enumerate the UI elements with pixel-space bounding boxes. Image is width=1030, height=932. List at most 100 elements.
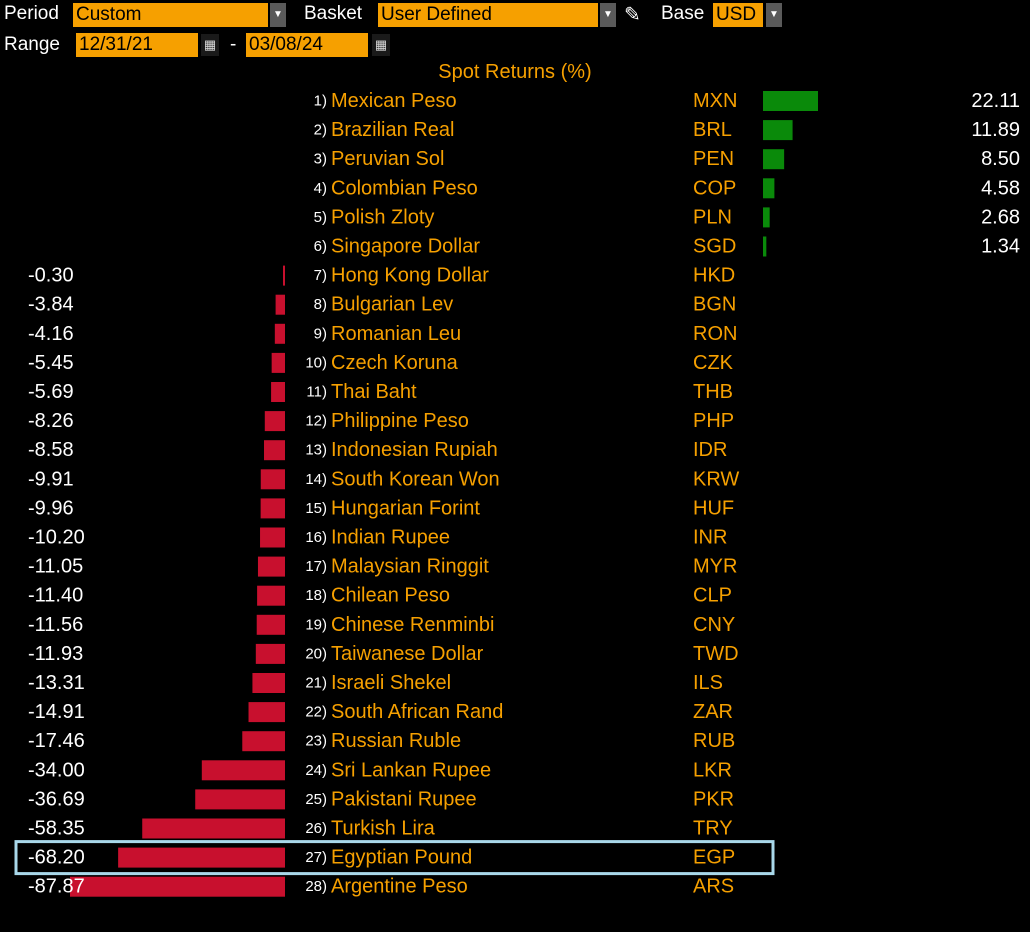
row-rank: 14): [305, 471, 327, 488]
bar-positive: [763, 91, 818, 111]
row-currency-name: Polish Zloty: [331, 206, 434, 228]
row-currency-code: KRW: [693, 468, 739, 490]
bar-negative: [70, 876, 285, 897]
row-currency-code: LKR: [693, 759, 732, 781]
row-currency-name: Singapore Dollar: [331, 236, 480, 258]
row-rank: 23): [305, 733, 327, 750]
range-separator: -: [230, 34, 237, 55]
highlight-box: [14, 840, 775, 876]
row-rank: 13): [305, 442, 327, 459]
row-currency-name: South Korean Won: [331, 468, 500, 490]
row-currency-code: THB: [693, 381, 733, 403]
value-label: -9.96: [28, 497, 74, 519]
row-rank: 18): [305, 587, 327, 604]
row-currency-code: IDR: [693, 439, 727, 461]
row-currency-name: Brazilian Real: [331, 119, 454, 141]
value-label: -87.87: [28, 876, 85, 898]
period-chevron-down-icon[interactable]: ▼: [270, 3, 286, 27]
value-label: -8.58: [28, 439, 74, 461]
row-rank: 22): [305, 704, 327, 721]
row-currency-name: Turkish Lira: [331, 818, 436, 840]
bar-negative: [248, 702, 285, 723]
bar-negative: [255, 643, 285, 664]
value-label: -58.35: [28, 818, 85, 840]
range-start-value: 12/31/21: [79, 34, 153, 55]
value-label: -11.40: [28, 585, 83, 607]
bar-positive: [763, 178, 775, 199]
row-currency-code: PEN: [693, 148, 734, 170]
row-currency-code: HKD: [693, 265, 735, 287]
row-rank: 28): [305, 878, 327, 895]
row-currency-name: Pakistani Rupee: [331, 788, 477, 810]
value-label: -5.45: [28, 352, 74, 374]
value-label: 1.34: [981, 236, 1020, 258]
value-label: -0.30: [28, 265, 74, 287]
bar-negative: [242, 731, 285, 752]
range-start-calendar-icon[interactable]: ▦: [201, 34, 219, 56]
basket-chevron-down-icon[interactable]: ▼: [600, 3, 616, 27]
row-currency-name: Egyptian Pound: [331, 847, 472, 869]
row-currency-code: ILS: [693, 672, 723, 694]
value-label: 2.68: [981, 206, 1020, 228]
row-rank: 10): [305, 354, 327, 371]
bar-negative: [118, 847, 286, 868]
value-label: -5.69: [28, 381, 74, 403]
value-label: 8.50: [981, 148, 1020, 170]
row-currency-name: Russian Ruble: [331, 730, 461, 752]
row-rank: 12): [305, 413, 327, 430]
row-currency-code: EGP: [693, 847, 735, 869]
bar-negative: [260, 527, 285, 548]
row-rank: 3): [314, 151, 327, 168]
row-currency-name: Bulgarian Lev: [331, 294, 453, 316]
row-currency-code: SGD: [693, 236, 736, 258]
range-start-input[interactable]: 12/31/21: [76, 33, 198, 57]
row-rank: 19): [305, 616, 327, 633]
bar-negative: [264, 440, 285, 461]
row-rank: 20): [305, 645, 327, 662]
period-value: Custom: [76, 4, 142, 25]
row-rank: 1): [314, 93, 327, 110]
bar-negative: [252, 673, 285, 693]
row-rank: 25): [305, 791, 327, 808]
range-label: Range: [4, 34, 60, 55]
row-currency-code: BGN: [693, 294, 736, 316]
row-currency-code: TWD: [693, 643, 739, 665]
row-rank: 8): [314, 296, 327, 313]
row-currency-code: ARS: [693, 876, 734, 898]
row-currency-code: COP: [693, 177, 736, 199]
base-value: USD: [716, 4, 757, 25]
value-label: -11.05: [28, 556, 83, 578]
row-currency-name: Peruvian Sol: [331, 148, 444, 170]
base-label: Base: [661, 3, 705, 24]
row-currency-name: Sri Lankan Rupee: [331, 759, 491, 781]
bar-positive: [763, 207, 770, 228]
value-label: -34.00: [28, 759, 85, 781]
row-rank: 16): [305, 529, 327, 546]
bar-negative: [283, 265, 285, 286]
row-currency-code: CZK: [693, 352, 734, 374]
value-label: -9.91: [28, 468, 74, 490]
range-end-calendar-icon[interactable]: ▦: [372, 34, 390, 56]
row-currency-name: Chilean Peso: [331, 585, 450, 607]
row-currency-name: South African Rand: [331, 701, 503, 723]
value-label: -4.16: [28, 323, 74, 345]
row-rank: 15): [305, 500, 327, 517]
base-dropdown[interactable]: USD: [713, 3, 763, 27]
row-currency-code: MXN: [693, 90, 737, 112]
row-currency-name: Indonesian Rupiah: [331, 439, 498, 461]
base-chevron-down-icon[interactable]: ▼: [766, 3, 782, 27]
edit-pencil-icon[interactable]: ✎: [624, 4, 641, 26]
bar-negative: [264, 411, 285, 432]
bar-negative: [274, 323, 285, 344]
bar-negative: [275, 294, 285, 315]
range-end-input[interactable]: 03/08/24: [246, 33, 368, 57]
value-label: -11.56: [28, 614, 83, 636]
bar-negative: [260, 469, 285, 490]
bar-positive: [763, 149, 785, 170]
basket-dropdown[interactable]: User Defined: [378, 3, 598, 27]
period-dropdown[interactable]: Custom: [73, 3, 268, 27]
row-currency-name: Israeli Shekel: [331, 672, 451, 694]
range-end-value: 03/08/24: [249, 34, 323, 55]
value-label: 22.11: [971, 90, 1020, 112]
row-rank: 7): [314, 267, 327, 284]
